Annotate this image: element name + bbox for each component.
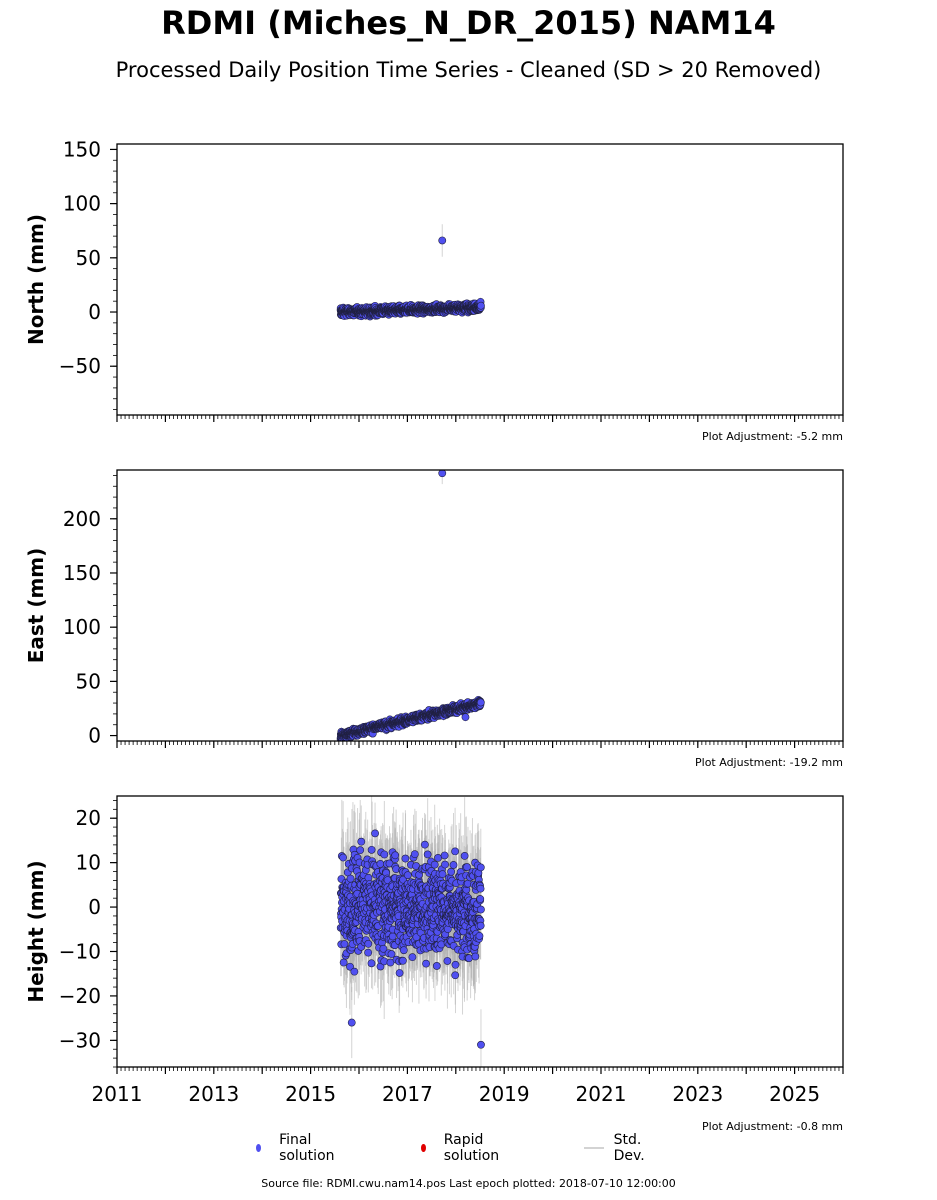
north-frame xyxy=(116,143,844,416)
north-data-point xyxy=(477,301,485,310)
east-ytick-label: 200 xyxy=(63,507,101,531)
height-data xyxy=(336,796,485,1067)
north-data-point xyxy=(438,236,447,245)
north-plot-adjustment: Plot Adjustment: -5.2 mm xyxy=(702,430,843,443)
north-ytick-label: −50 xyxy=(59,354,101,378)
chart-subtitle: Processed Daily Position Time Series - C… xyxy=(115,58,822,82)
east-data xyxy=(336,470,485,741)
east-ytick-label: 0 xyxy=(88,724,101,748)
north-ylabel: North (mm) xyxy=(24,214,48,345)
east-plot-adjustment: Plot Adjustment: -19.2 mm xyxy=(695,756,843,769)
east-ytick-label: 50 xyxy=(76,669,101,693)
east-data-point xyxy=(438,470,447,478)
east-ytick-label: 100 xyxy=(63,615,101,639)
east-ylabel: East (mm) xyxy=(24,548,48,664)
north-ytick-label: 100 xyxy=(63,192,101,216)
north-ytick-label: 150 xyxy=(63,137,101,161)
north-ytick-label: 50 xyxy=(76,246,101,270)
east-data-point xyxy=(476,698,485,707)
north-data xyxy=(336,224,485,321)
east-ytick-label: 150 xyxy=(63,561,101,585)
chart-title: RDMI (Miches_N_DR_2015) NAM14 xyxy=(161,4,776,42)
north-panel: 150 100 50 0 −50 North (mm) Plot Adjustment: -… xyxy=(24,137,844,443)
north-ytick-label: 0 xyxy=(88,300,101,324)
east-panel: 200 150 100 50 0 East (mm) Plot Adjustment: -1… xyxy=(24,469,844,769)
east-data-point xyxy=(461,713,470,722)
